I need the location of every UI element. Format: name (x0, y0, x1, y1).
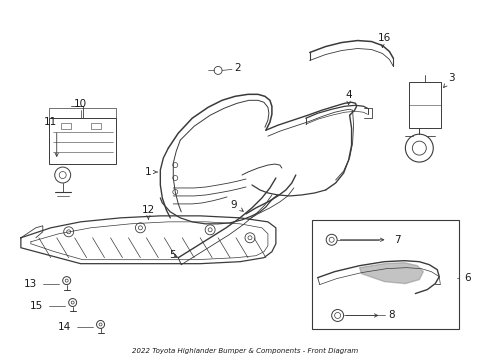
Text: 10: 10 (74, 99, 87, 109)
Text: 2: 2 (235, 63, 242, 73)
Text: 15: 15 (30, 301, 44, 311)
Polygon shape (360, 263, 423, 284)
Bar (312, 220, 459, 329)
Text: 7: 7 (394, 235, 401, 245)
Text: 3: 3 (448, 73, 455, 84)
Text: 9: 9 (231, 200, 237, 210)
Text: 4: 4 (345, 90, 352, 100)
Bar (91, 123, 100, 129)
Text: 12: 12 (142, 205, 155, 215)
Text: 1: 1 (145, 167, 152, 177)
Bar (61, 123, 71, 129)
Text: 16: 16 (378, 32, 391, 42)
Bar (49, 118, 117, 164)
Text: 13: 13 (24, 279, 37, 289)
Text: 8: 8 (388, 310, 395, 320)
Text: 6: 6 (464, 273, 470, 283)
Text: 2022 Toyota Highlander Bumper & Components - Front Diagram: 2022 Toyota Highlander Bumper & Componen… (132, 348, 358, 354)
Text: 14: 14 (58, 323, 72, 332)
Text: 5: 5 (169, 250, 175, 260)
Bar (409, 82, 441, 128)
Text: 11: 11 (44, 117, 57, 127)
